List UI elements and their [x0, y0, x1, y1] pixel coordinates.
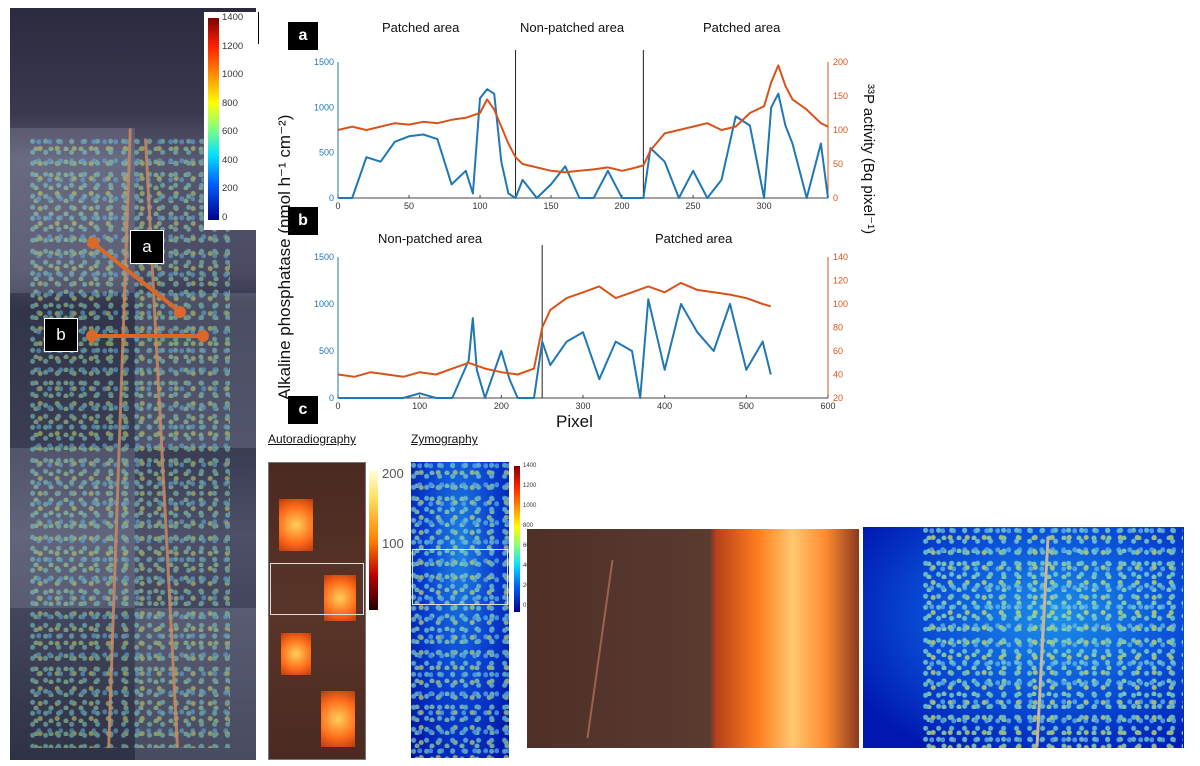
right-tick-label: 120	[833, 276, 848, 286]
left-axis-title: Alkaline phosphatase (nmol h⁻¹ cm⁻²)	[275, 115, 295, 400]
p33-activity-series	[337, 64, 829, 174]
colorbar-tick-label: 0	[222, 212, 228, 223]
zymography-colorbar-tick: 0	[523, 603, 527, 609]
zymography-speckle	[923, 527, 1183, 748]
left-tick-label: 0	[329, 393, 334, 403]
right-axis-title: ³³P activity (Bq pixel⁻¹)	[860, 84, 877, 235]
right-tick-label: 40	[833, 370, 843, 380]
autoradiography-image	[268, 462, 366, 760]
x-tick-label: 600	[820, 401, 835, 411]
colorbar-tick-label: 800	[222, 97, 238, 109]
patch-hotspot	[324, 575, 356, 621]
zymography-colorbar-tick: 1000	[523, 503, 537, 509]
colorbar-tick-label: 600	[222, 126, 238, 138]
colorbar-tick-label: 1200	[222, 40, 244, 52]
panel-b-region-title: Patched area	[655, 231, 733, 246]
colorbar-divider	[258, 12, 259, 44]
x-tick-label: 100	[473, 201, 488, 211]
transect-b-label: b	[44, 318, 78, 352]
x-tick-label: 200	[494, 401, 509, 411]
zymography-image	[411, 462, 509, 758]
patch-hotspot	[281, 633, 311, 675]
left-tick-label: 500	[319, 148, 334, 158]
right-tick-label: 80	[833, 323, 843, 333]
autoradiography-colorbar	[369, 470, 378, 610]
x-axis-title: Pixel	[556, 412, 593, 431]
left-tick-label: 500	[319, 346, 334, 356]
alkaline-phosphatase-series	[338, 298, 772, 399]
autoradiography-tick: 200	[382, 466, 404, 481]
zoomed-zymography-image	[863, 527, 1184, 748]
colorbar-tick-label: 400	[222, 154, 238, 166]
zoomed-autoradiography-image	[527, 529, 859, 748]
transect-b-start	[86, 330, 98, 342]
right-tick-label: 100	[833, 299, 848, 309]
left-tick-label: 1000	[314, 102, 334, 112]
transect-a-start	[87, 237, 99, 249]
transect-b-end	[197, 330, 209, 342]
colorbar-tick-label: 1400	[222, 12, 244, 23]
x-tick-label: 200	[615, 201, 630, 211]
x-tick-label: 0	[335, 201, 340, 211]
left-tick-label: 0	[329, 193, 334, 203]
x-tick-label: 150	[544, 201, 559, 211]
zymography-speckle	[411, 462, 509, 758]
panel-a-region-title: Non-patched area	[520, 20, 625, 35]
zoom-region-box	[412, 549, 508, 605]
zymography-colorbar-tick: 1400	[523, 463, 537, 469]
right-tick-label: 150	[833, 91, 848, 101]
right-tick-label: 200	[833, 57, 848, 67]
autoradiography-tick: 100	[382, 536, 404, 551]
x-tick-label: 250	[686, 201, 701, 211]
zymography-colorbar-tick: 1200	[523, 483, 537, 489]
transect-a-line	[91, 241, 182, 314]
x-tick-label: 0	[335, 401, 340, 411]
right-tick-label: 100	[833, 125, 848, 135]
p33-activity-series	[337, 281, 772, 378]
x-tick-label: 300	[757, 201, 772, 211]
left-tick-label: 1500	[314, 57, 334, 67]
zymography-colorbar	[514, 466, 520, 612]
root-line	[586, 559, 614, 739]
right-tick-label: 50	[833, 159, 843, 169]
right-tick-label: 140	[833, 252, 848, 262]
left-tick-label: 1000	[314, 299, 334, 309]
colorbar-tick-label: 200	[222, 183, 238, 195]
left-axis-unit: (nmol h⁻¹ cm⁻²)	[275, 114, 294, 234]
panel-a-region-title: Patched area	[382, 20, 460, 35]
x-tick-label: 300	[575, 401, 590, 411]
colorbar	[208, 18, 219, 220]
x-tick-label: 400	[657, 401, 672, 411]
right-tick-label: 60	[833, 346, 843, 356]
panel-label-a: a	[288, 22, 318, 50]
zymography-colorbar-tick: 800	[523, 523, 534, 529]
transect-a-label: a	[130, 230, 164, 264]
x-tick-label: 500	[739, 401, 754, 411]
transect-overlay	[86, 237, 209, 342]
patch-hotspot	[279, 499, 313, 551]
patch-hotspot	[321, 691, 355, 747]
left-tick-label: 1500	[314, 252, 334, 262]
left-axis-title-text: Alkaline phosphatase	[275, 238, 294, 400]
zymography-label: Zymography	[411, 432, 478, 446]
x-tick-label: 100	[412, 401, 427, 411]
x-tick-label: 50	[404, 201, 414, 211]
colorbar-tick-label: 1000	[222, 69, 244, 81]
right-tick-label: 20	[833, 393, 843, 403]
zoom-region-box	[270, 563, 364, 615]
right-tick-label: 0	[833, 193, 838, 203]
panel-label-b: b	[288, 207, 318, 235]
autoradiography-label: Autoradiography	[268, 432, 357, 446]
alkaline-phosphatase-series	[338, 88, 829, 199]
panel-b-region-title: Non-patched area	[378, 231, 483, 246]
panel-a-region-title: Patched area	[703, 20, 781, 35]
panel-label-c: c	[288, 396, 318, 424]
transect-a-end	[174, 306, 186, 318]
